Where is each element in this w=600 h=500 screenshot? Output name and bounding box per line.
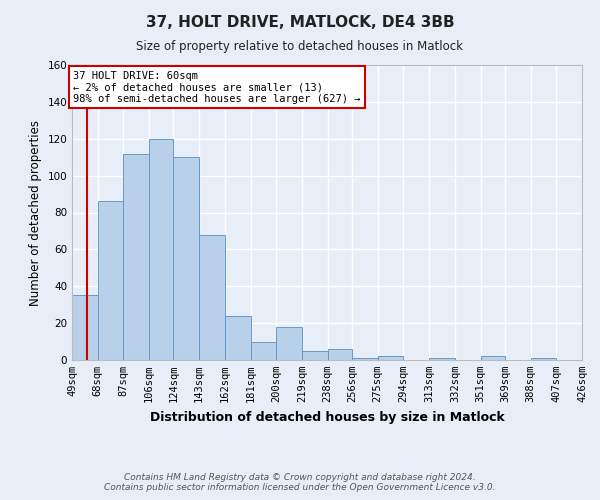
Text: Contains HM Land Registry data © Crown copyright and database right 2024.
Contai: Contains HM Land Registry data © Crown c… — [104, 473, 496, 492]
Bar — [149, 138, 173, 360]
Bar — [302, 351, 328, 360]
Bar — [276, 327, 302, 360]
X-axis label: Distribution of detached houses by size in Matlock: Distribution of detached houses by size … — [149, 410, 505, 424]
Bar — [352, 358, 378, 360]
Text: Size of property relative to detached houses in Matlock: Size of property relative to detached ho… — [137, 40, 464, 53]
Bar — [124, 154, 149, 360]
Bar — [530, 358, 556, 360]
Text: 37 HOLT DRIVE: 60sqm
← 2% of detached houses are smaller (13)
98% of semi-detach: 37 HOLT DRIVE: 60sqm ← 2% of detached ho… — [73, 70, 361, 104]
Bar — [173, 157, 199, 360]
Text: 37, HOLT DRIVE, MATLOCK, DE4 3BB: 37, HOLT DRIVE, MATLOCK, DE4 3BB — [146, 15, 454, 30]
Bar — [251, 342, 276, 360]
Y-axis label: Number of detached properties: Number of detached properties — [29, 120, 42, 306]
Bar — [378, 356, 403, 360]
Bar — [225, 316, 251, 360]
Bar — [481, 356, 505, 360]
Bar — [98, 202, 124, 360]
Bar — [72, 296, 98, 360]
Bar — [582, 358, 600, 360]
Bar — [328, 349, 352, 360]
Bar — [429, 358, 455, 360]
Bar — [199, 234, 225, 360]
